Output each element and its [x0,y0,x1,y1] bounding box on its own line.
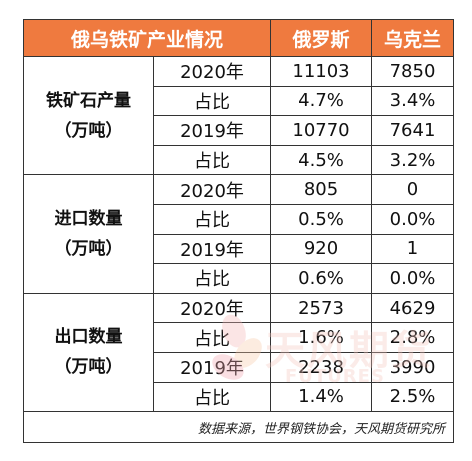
table-body: 铁矿石产量 （万吨） 2020年 11103 7850 占比 4.7% 3.4%… [22,55,455,444]
row-label: 2019年 [152,351,272,383]
row-label: 2020年 [152,56,272,87]
ukraine-value: 0.0% [371,203,455,235]
russia-value: 0.6% [270,263,373,294]
category-name: 出口数量 [54,327,123,348]
russia-value: 0.5% [270,203,373,235]
table-row: 铁矿石产量 （万吨） 2020年 11103 7850 [23,55,455,176]
row-label: 2020年 [152,174,272,205]
ukraine-value: 3.2% [371,144,455,176]
category-name: 铁矿石产量 [46,90,131,111]
row-label: 占比 [152,203,272,235]
ukraine-value: 2.8% [371,322,455,353]
row-label: 占比 [152,263,272,294]
ukraine-value: 7641 [371,115,455,146]
row-label: 占比 [152,144,272,176]
row-label: 2020年 [152,292,272,324]
category-cell: 铁矿石产量 （万吨） [23,55,154,176]
table-row: 出口数量 （万吨） 2020年 2573 4629 [23,292,455,413]
category-cell: 出口数量 （万吨） [23,292,154,413]
header-russia: 俄罗斯 [270,19,373,57]
category-name: 进口数量 [54,209,123,230]
russia-value: 920 [270,233,373,265]
category-cell: 进口数量 （万吨） [23,174,154,294]
ukraine-value: 2.5% [371,381,455,413]
ukraine-value: 3.4% [371,85,455,117]
russia-value: 1.6% [270,322,373,353]
ukraine-value: 1 [371,233,455,265]
row-label: 2019年 [152,115,272,146]
table-row: 占比 0.5% 0.0% [24,203,455,235]
russia-value: 805 [270,174,373,205]
russia-value: 11103 [270,56,373,87]
ukraine-value: 0 [371,174,455,205]
row-label: 占比 [152,322,272,353]
table-row: 占比 4.7% 3.4% [24,85,455,117]
row-label: 占比 [152,85,272,117]
table-row: 占比 0.6% 0.0% [24,263,455,294]
category-unit: （万吨） [54,120,123,141]
iron-ore-table: 俄乌铁矿产业情况 俄罗斯 乌克兰 铁矿石产量 （万吨） 2020年 11103 … [22,19,455,444]
table-row: 占比 4.5% 3.2% [24,144,455,176]
source-note: 数据来源，世界钢铁协会，天风期货研究所 [22,411,455,444]
russia-value: 2573 [270,292,373,324]
russia-value: 1.4% [270,381,373,413]
ukraine-value: 4629 [371,292,455,324]
table-row: 进口数量 （万吨） 2020年 805 0 [23,174,455,294]
table-row: 2019年 10770 7641 [24,115,455,146]
table-row: 2019年 920 1 [24,233,455,265]
russia-value: 2238 [270,351,373,383]
ukraine-value: 7850 [371,56,455,87]
ukraine-value: 3990 [371,351,455,383]
ukraine-value: 0.0% [371,263,455,294]
header-title: 俄乌铁矿产业情况 [22,19,272,57]
russia-value: 4.7% [270,85,373,117]
row-label: 占比 [152,381,272,413]
russia-value: 10770 [270,115,373,146]
russia-value: 4.5% [270,144,373,176]
header-row: 俄乌铁矿产业情况 俄罗斯 乌克兰 [22,19,455,57]
table-header: 俄乌铁矿产业情况 俄罗斯 乌克兰 [22,19,455,57]
row-label: 2019年 [152,233,272,265]
footer-row: 数据来源，世界钢铁协会，天风期货研究所 [22,411,455,444]
category-unit: （万吨） [54,357,123,378]
header-ukraine: 乌克兰 [371,19,455,57]
category-unit: （万吨） [54,239,123,260]
